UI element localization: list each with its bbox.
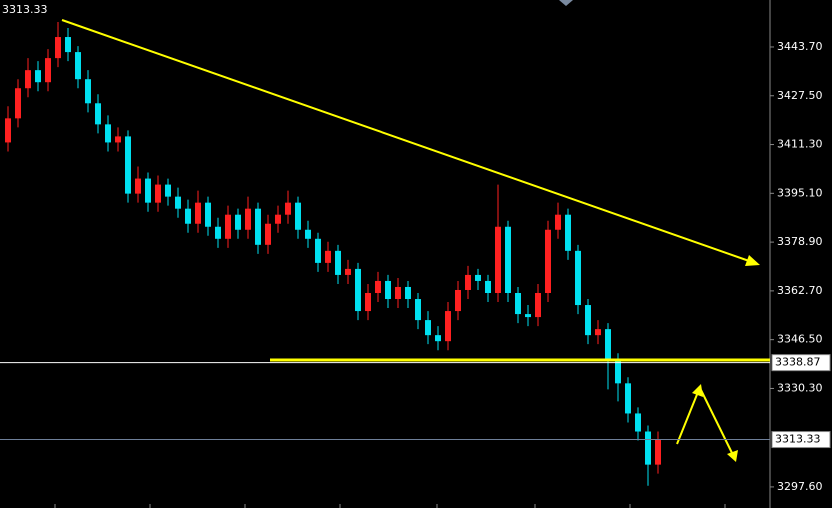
candle-body [295,202,301,230]
candle-body [635,413,641,432]
candle-body [345,268,351,275]
candle-body [515,292,521,315]
y-tick-label: 3378.90 [777,235,823,248]
x-ticks [54,504,726,508]
candle-body [185,208,191,224]
candle-body [475,274,481,281]
y-tick-label: 3411.30 [777,138,823,151]
candle-body [195,202,201,224]
candle-body [605,329,611,360]
candle-body [545,229,551,293]
candle-body [125,136,131,194]
candle-body [135,178,141,194]
candle-body [85,79,91,104]
candle-body [265,223,271,245]
candle-body [235,214,241,230]
y-tick-label: 3346.50 [777,333,823,346]
candle-body [305,229,311,239]
candle-body [575,250,581,306]
candle-body [95,103,101,125]
candle-body [115,136,121,143]
price-label-box [771,354,831,372]
candle-body [415,299,421,321]
y-tick-label: 3362.70 [777,284,823,297]
candles [5,21,661,486]
candle-body [525,314,531,318]
candle-body [155,184,161,203]
y-tick-label: 3395.10 [777,186,823,199]
candle-body [625,383,631,414]
candle-body [585,305,591,336]
candle-body [35,70,41,83]
candle-body [215,226,221,239]
candle-body [395,286,401,300]
candle-body [105,124,111,143]
annotations [61,19,770,462]
y-tick-label: 3443.70 [777,40,823,53]
candle-body [595,329,601,336]
candle-body [435,335,441,342]
candle-body [255,208,261,245]
candle-body [205,202,211,227]
candle-body [355,268,361,312]
price-label: 3313.33 [775,433,821,446]
candle-body [285,202,291,215]
candle-body [5,118,11,143]
candle-body [175,196,181,209]
candle-body [555,214,561,230]
candle-body [225,214,231,239]
candle-body [25,70,31,89]
candle-body [385,280,391,300]
y-tick-label: 3427.50 [777,89,823,102]
candle-body [325,250,331,263]
candle-body [55,37,61,59]
candle-body [425,320,431,336]
candle-body [615,359,621,384]
candle-body [445,311,451,342]
y-tick-label: 3330.30 [777,381,823,394]
header-price: 3313.33 [2,3,48,16]
candle-body [245,208,251,230]
candle-body [465,274,471,290]
candle-body [365,292,371,312]
candle-body [45,58,51,83]
candle-body [655,439,661,465]
candle-body [535,292,541,318]
candle-body [315,238,321,263]
candle-body [275,214,281,224]
candle-body [645,431,651,465]
candle-body [375,280,381,293]
y-tick-label: 3297.60 [777,480,823,493]
candle-body [145,178,151,203]
candle-body [335,250,341,275]
price-label-box [771,431,831,449]
candle-body [165,184,171,197]
candle-body [75,52,81,80]
candle-body [455,289,461,312]
scroll-marker [559,0,573,6]
price-label: 3338.87 [775,356,821,369]
candle-body [15,88,21,119]
candle-body [65,37,71,53]
candle-body [565,214,571,251]
candle-body [485,280,491,293]
candle-body [505,226,511,293]
candle-body [495,226,501,293]
candle-body [405,286,411,300]
